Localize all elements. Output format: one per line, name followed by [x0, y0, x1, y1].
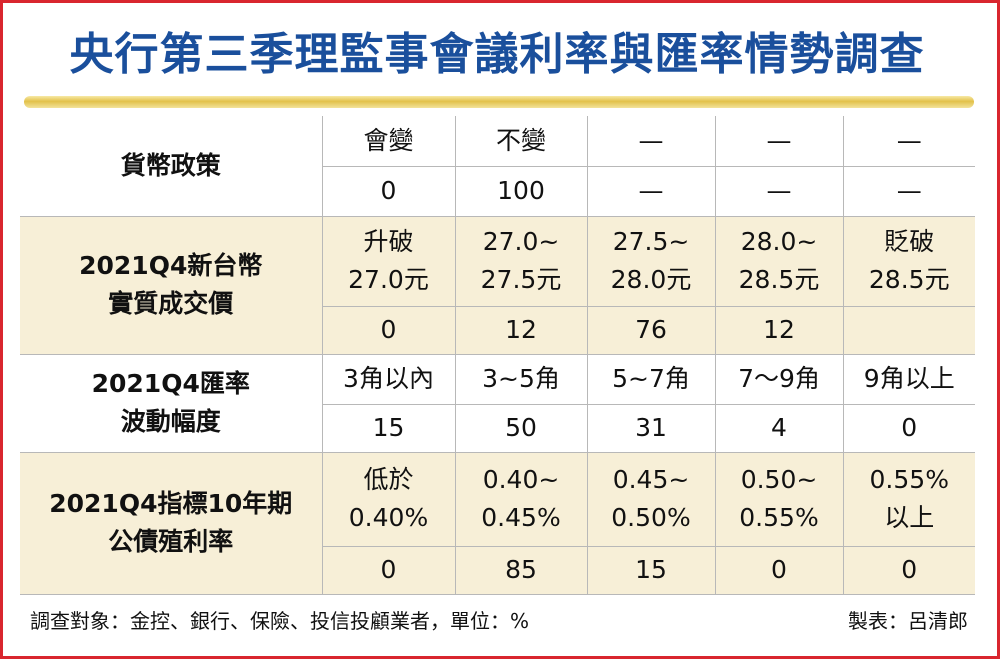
value-cell: — [715, 166, 844, 217]
option-cell: 28.0~ 28.5元 [715, 216, 844, 307]
option-cell: 27.0~ 27.5元 [455, 216, 588, 307]
section-2-values-row: 15 50 31 4 0 [20, 404, 975, 453]
option-cell: — [715, 116, 844, 167]
option-cell: — [843, 116, 975, 167]
option-cell: 0.55% 以上 [843, 452, 975, 547]
section-1-values-row: 0 12 76 12 [20, 306, 975, 355]
value-cell: 0 [715, 546, 844, 595]
section-3-options-row: 2021Q4指標10年期 公債殖利率 低於 0.40% 0.40~ 0.45% 0.… [20, 452, 975, 595]
section-2-options-row: 2021Q4匯率 波動幅度 3角以內 3~5角 5~7角 7～9角 9角以上 [20, 354, 975, 453]
option-cell: 0.50~ 0.55% [715, 452, 844, 547]
value-cell: 12 [455, 306, 588, 355]
title-divider [24, 96, 974, 108]
value-cell: — [843, 166, 975, 217]
option-cell: 不變 [455, 116, 588, 167]
section-0-values-row: 0 100 — — — [20, 166, 975, 217]
option-cell: 5~7角 [587, 354, 716, 405]
option-cell: 貶破 28.5元 [843, 216, 975, 307]
section-3-values-row: 0 85 15 0 0 [20, 546, 975, 595]
option-cell: 0.45~ 0.50% [587, 452, 716, 547]
value-cell: 12 [715, 306, 844, 355]
value-cell: 0 [843, 546, 975, 595]
value-cell: 0 [322, 306, 456, 355]
section-label: 2021Q4指標10年期 公債殖利率 [20, 452, 323, 595]
option-cell: 27.5~ 28.0元 [587, 216, 716, 307]
value-cell: 0 [322, 546, 456, 595]
option-cell: 低於 0.40% [322, 452, 456, 547]
option-cell: 7～9角 [715, 354, 844, 405]
option-cell: 3~5角 [455, 354, 588, 405]
survey-table: 貨幣政策 會變 不變 — — — 0 100 — — — 2021Q4新台幣 實… [20, 116, 975, 595]
option-cell: 會變 [322, 116, 456, 167]
option-cell: 0.40~ 0.45% [455, 452, 588, 547]
section-0-options-row: 貨幣政策 會變 不變 — — — [20, 116, 975, 217]
option-cell: 升破 27.0元 [322, 216, 456, 307]
option-cell: — [587, 116, 716, 167]
option-cell: 3角以內 [322, 354, 456, 405]
value-cell: 100 [455, 166, 588, 217]
value-cell: 85 [455, 546, 588, 595]
value-cell: — [587, 166, 716, 217]
survey-note: 調查對象：金控、銀行、保險、投信投顧業者，單位：% [30, 609, 530, 633]
section-label: 2021Q4新台幣 實質成交價 [20, 216, 323, 355]
value-cell [843, 306, 975, 355]
option-cell: 9角以上 [843, 354, 975, 405]
value-cell: 76 [587, 306, 716, 355]
value-cell: 50 [455, 404, 588, 453]
section-1-options-row: 2021Q4新台幣 實質成交價 升破 27.0元 27.0~ 27.5元 27.5~… [20, 216, 975, 355]
credit-line: 製表：呂清郎 [848, 609, 968, 633]
section-label: 貨幣政策 [20, 116, 323, 217]
value-cell: 4 [715, 404, 844, 453]
value-cell: 15 [322, 404, 456, 453]
page-title: 央行第三季理監事會議利率與匯率情勢調查 [69, 29, 925, 80]
value-cell: 31 [587, 404, 716, 453]
value-cell: 0 [843, 404, 975, 453]
section-label: 2021Q4匯率 波動幅度 [20, 354, 323, 453]
value-cell: 0 [322, 166, 456, 217]
value-cell: 15 [587, 546, 716, 595]
